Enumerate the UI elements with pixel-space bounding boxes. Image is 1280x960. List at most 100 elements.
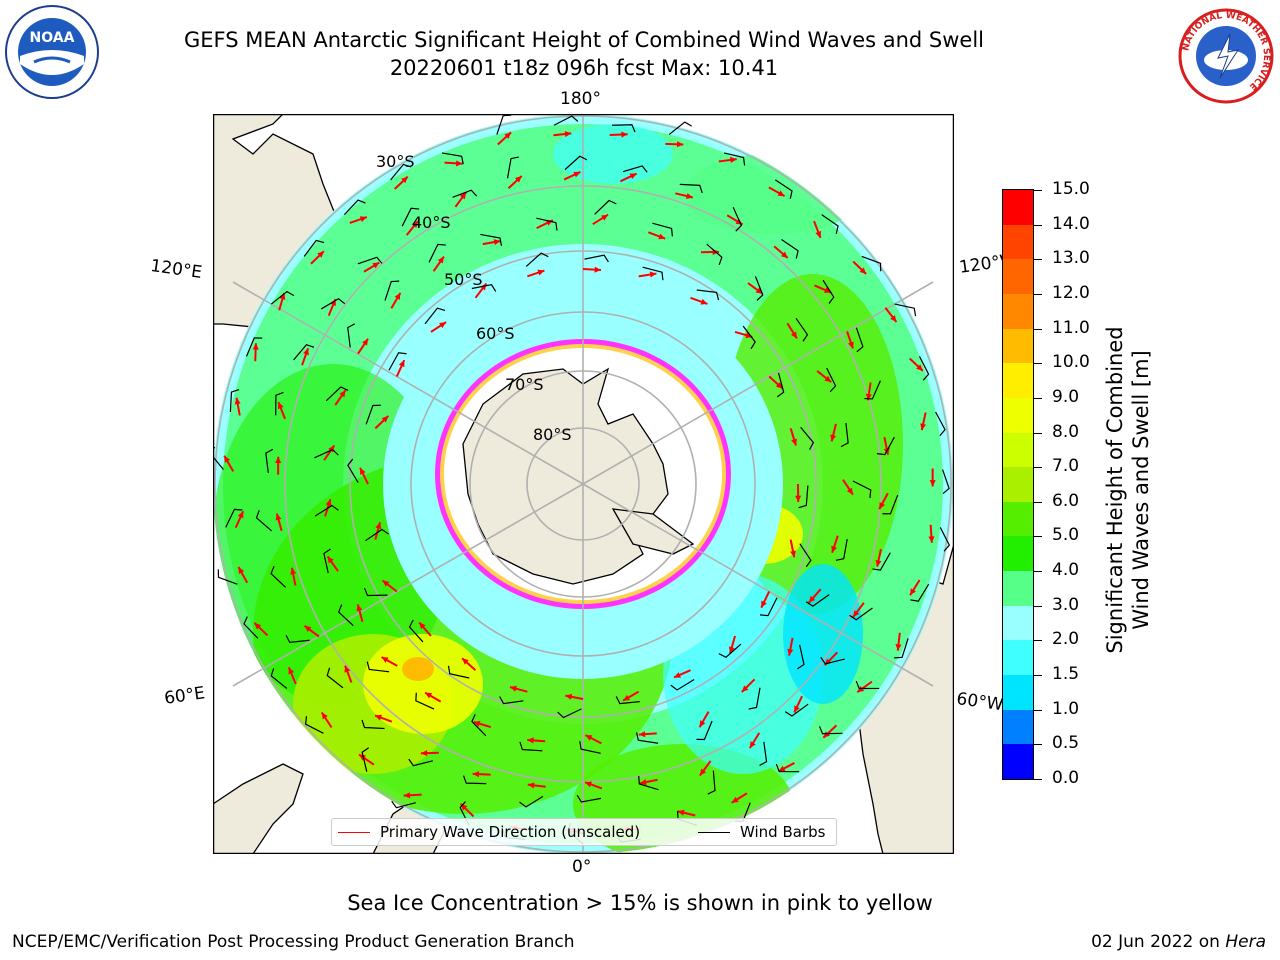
wave-arrow-head bbox=[778, 765, 786, 772]
wave-arrow-head bbox=[775, 382, 783, 389]
wave-arrow-head bbox=[277, 402, 284, 410]
wave-arrow-head bbox=[304, 625, 312, 633]
colorbar-tick-label: 12.0 bbox=[1052, 282, 1090, 303]
wave-arrow-head bbox=[359, 216, 367, 223]
colorbar-segment bbox=[1003, 709, 1033, 745]
colorbar-tick bbox=[1034, 709, 1042, 711]
wave-arrow-head bbox=[823, 731, 830, 738]
wave-arrow-head bbox=[339, 390, 346, 398]
wind-barb bbox=[361, 719, 385, 730]
colorbar-tick-label: 8.0 bbox=[1052, 421, 1080, 442]
wind-barb bbox=[553, 115, 579, 126]
wave-arrow-head bbox=[865, 393, 872, 401]
wind-barb bbox=[325, 386, 349, 402]
wave-arrow-head bbox=[537, 269, 545, 276]
wave-arrow-head bbox=[755, 287, 763, 294]
land-antarctica bbox=[462, 367, 669, 585]
wind-barb bbox=[818, 726, 843, 735]
wave-arrow-head bbox=[359, 754, 366, 761]
wave-arrow-head bbox=[859, 267, 867, 275]
wind-barb bbox=[255, 510, 273, 532]
lat-label-30s: 30°S bbox=[376, 152, 415, 171]
wave-arrow-head bbox=[639, 779, 647, 786]
wave-arrow-head bbox=[420, 750, 428, 757]
wave-arrow-head bbox=[920, 423, 927, 431]
wave-arrow-head bbox=[594, 266, 601, 273]
wind-barb bbox=[939, 527, 951, 552]
colorbar-tick-label: 7.0 bbox=[1052, 456, 1080, 477]
wave-arrow-head bbox=[895, 643, 902, 651]
wave-arrow-head bbox=[437, 256, 444, 264]
wind-barb bbox=[305, 716, 324, 734]
wind-barb bbox=[748, 687, 761, 710]
wave-arrow-head bbox=[787, 648, 794, 656]
noaa-logo: NOAA bbox=[4, 4, 100, 100]
wind-barb bbox=[855, 680, 880, 690]
wind-barb bbox=[882, 494, 899, 515]
wind-barb bbox=[696, 720, 713, 741]
wave-arrow-head bbox=[777, 190, 785, 197]
wind-barb bbox=[447, 665, 470, 679]
wind-barb bbox=[314, 504, 339, 517]
colorbar-tick-label: 5.0 bbox=[1052, 525, 1080, 546]
wave-arrow-head bbox=[749, 741, 756, 749]
lon-label-120e: 120°E bbox=[149, 256, 204, 284]
wind-barb bbox=[361, 747, 370, 772]
wind-barb bbox=[391, 800, 416, 809]
wind-barb bbox=[872, 552, 891, 571]
colorbar-tick bbox=[1034, 190, 1042, 191]
wind-barb bbox=[935, 411, 946, 437]
wind-barb bbox=[496, 114, 512, 135]
wave-arrow-head bbox=[288, 667, 295, 675]
wave-arrow-head bbox=[700, 298, 708, 305]
colorbar-segment bbox=[1003, 258, 1033, 294]
wave-arrow-head bbox=[686, 193, 693, 200]
wind-barb bbox=[638, 775, 659, 791]
wave-arrow-head bbox=[808, 595, 816, 603]
colorbar-segment bbox=[1003, 293, 1033, 329]
lat-label-40s: 40°S bbox=[412, 213, 451, 232]
wind-barb bbox=[229, 388, 240, 413]
wave-arrow-head bbox=[623, 694, 631, 701]
wave-arrow-head bbox=[317, 251, 324, 258]
lon-label-0: 0° bbox=[572, 857, 592, 877]
wave-arrow-head bbox=[425, 692, 433, 699]
colorbar-tick-label: 6.0 bbox=[1052, 490, 1080, 511]
colorbar-tick bbox=[1034, 605, 1042, 607]
colorbar-title-line1: Significant Height of Combined bbox=[1103, 326, 1127, 654]
wind-barb bbox=[835, 538, 848, 561]
wind-barb bbox=[781, 239, 799, 259]
wind-barb bbox=[408, 619, 424, 643]
footer-system-name: Hera bbox=[1225, 932, 1266, 952]
lat-label-60s: 60°S bbox=[476, 324, 515, 343]
wind-barb bbox=[270, 668, 288, 689]
wave-arrow-head bbox=[480, 283, 487, 291]
wind-barb bbox=[760, 597, 778, 617]
wind-barb bbox=[642, 266, 664, 281]
wind-barb bbox=[849, 607, 873, 621]
wave-arrow-head bbox=[375, 522, 382, 530]
wave-arrow-head bbox=[674, 672, 682, 678]
legend-black-line-icon bbox=[698, 832, 730, 833]
colorbar-tick-label: 14.0 bbox=[1052, 213, 1090, 234]
wind-barb bbox=[668, 121, 692, 136]
wind-barb bbox=[275, 391, 284, 416]
wind-barb bbox=[363, 587, 388, 597]
wind-barb bbox=[471, 284, 497, 292]
wave-arrow-head bbox=[601, 214, 609, 221]
colorbar-segment bbox=[1003, 674, 1033, 710]
footer-date-text: 02 Jun 2022 on bbox=[1091, 932, 1226, 952]
wind-barb bbox=[525, 252, 549, 267]
wind-barb bbox=[480, 233, 503, 247]
wave-arrow-head bbox=[585, 735, 593, 741]
wave-arrow-head bbox=[290, 567, 297, 575]
wind-barb bbox=[732, 206, 743, 232]
wind-barb bbox=[776, 372, 785, 398]
colorbar-tick bbox=[1034, 640, 1042, 642]
wind-barb bbox=[805, 594, 830, 607]
legend-label-primary-wave: Primary Wave Direction (unscaled) bbox=[380, 823, 641, 841]
colorbar-tick bbox=[1034, 467, 1042, 469]
wave-arrow-head bbox=[658, 233, 666, 240]
wind-barb bbox=[441, 152, 464, 165]
colorbar-tick bbox=[1034, 259, 1042, 261]
